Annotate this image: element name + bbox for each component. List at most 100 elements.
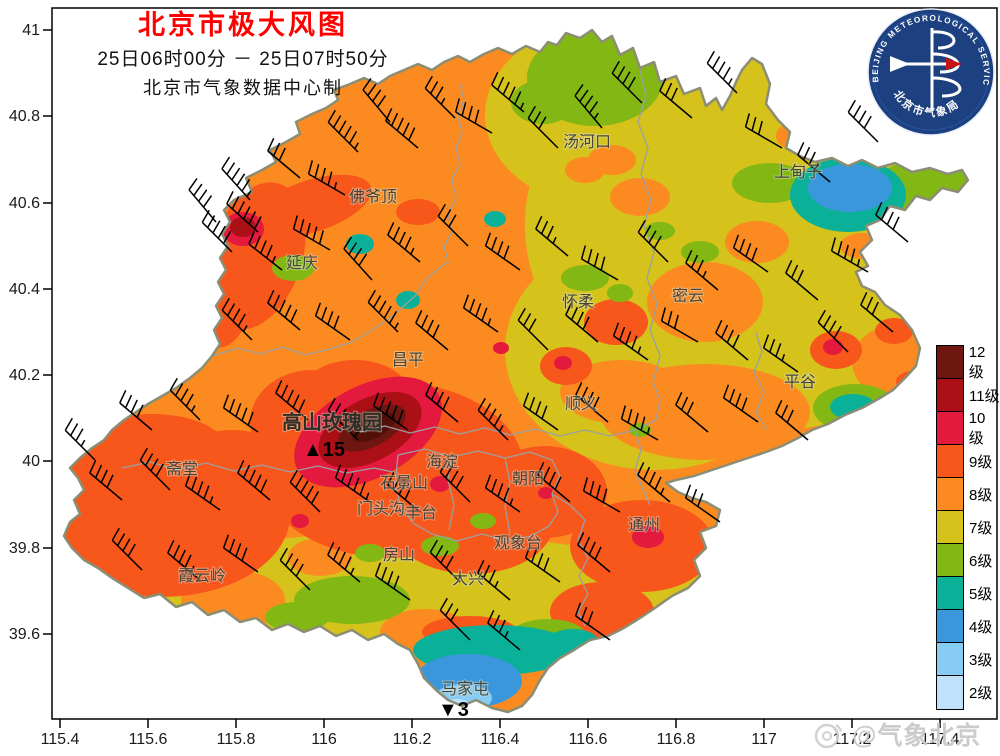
weibo-icon: [814, 723, 843, 749]
wind-barb: [292, 215, 331, 251]
wind-barb: [425, 381, 459, 423]
legend-swatch: [936, 509, 964, 545]
wind-barb: [487, 609, 521, 651]
wind-barb: [415, 309, 449, 351]
wind-barb: [188, 177, 217, 223]
watermark-text: @气象北京: [852, 722, 982, 750]
wind-barb: [612, 322, 649, 361]
legend-label: 8级: [969, 487, 993, 504]
wind-barb: [611, 60, 643, 104]
wind-barb: [660, 307, 699, 343]
wind-barb: [860, 291, 894, 333]
station-label: 密云: [672, 287, 704, 305]
wind-barb: [477, 559, 511, 601]
wind-field-fill: [64, 30, 968, 712]
wind-barb: [248, 231, 283, 271]
wind-barb: [314, 302, 351, 341]
wind-barb: [385, 107, 419, 149]
station-label: 丰台: [405, 504, 437, 522]
wind-barb: [327, 541, 361, 583]
x-tick-label: 115.4: [41, 731, 80, 748]
wind-barb: [477, 397, 509, 441]
wind-barb: [237, 459, 271, 501]
wind-barb: [221, 156, 252, 201]
wind-barb: [222, 394, 259, 433]
legend-swatch: [936, 344, 964, 380]
x-tick-label: 117.4: [921, 731, 960, 748]
station-label: 平谷: [784, 373, 816, 391]
wind-barb: [706, 50, 738, 94]
station-label: 朝阳: [512, 470, 544, 488]
wind-barb: [439, 597, 471, 641]
wind-barb: [64, 417, 96, 461]
wind-barb: [275, 379, 309, 421]
x-tick-label: 116.6: [569, 731, 608, 748]
wind-barb: [169, 377, 201, 421]
legend-swatch: [936, 608, 964, 644]
legend-item: 2级: [936, 674, 1000, 710]
wind-barb: [367, 289, 399, 333]
y-tick-label: 40.2: [9, 367, 40, 384]
wind-barb: [289, 469, 321, 513]
wind-barb: [582, 477, 621, 513]
wind-barb: [307, 160, 346, 196]
logo-windvane-icon: [890, 28, 962, 110]
wind-barb: [439, 459, 471, 503]
wind-barb: [167, 539, 201, 581]
wind-barb: [491, 71, 525, 113]
station-label: 观象台: [494, 534, 542, 552]
wind-barb: [575, 381, 609, 423]
legend-item: 11级: [936, 377, 1000, 413]
wind-barb: [517, 307, 549, 351]
wind-barb: [226, 191, 262, 233]
station-label: 海淀: [426, 453, 458, 471]
wind-barb: [797, 141, 831, 183]
wind-barb: [675, 391, 709, 433]
wind-barb: [574, 83, 603, 129]
wind-barb: [565, 301, 599, 343]
wind-barb: [775, 399, 809, 441]
station-label-major: 高山玫瑰园: [282, 410, 382, 434]
legend-label: 11级: [969, 388, 1000, 405]
legend-label: 5级: [969, 586, 993, 603]
legend-swatch: [936, 443, 964, 479]
wind-barb: [637, 219, 669, 263]
station-label: 上甸子: [774, 163, 822, 181]
legend-swatch: [936, 542, 964, 578]
wind-barb: [119, 389, 153, 431]
wind-barb: [111, 527, 143, 571]
wind-barb: [524, 544, 561, 583]
legend-label: 3级: [969, 652, 993, 669]
x-tick-label: 117: [751, 731, 777, 748]
agency-logo: BEIJING METEOROLOGICAL SERVICE 北京市气象局: [866, 6, 995, 136]
wind-barb: [744, 113, 783, 149]
station-label: 顺义: [565, 395, 597, 413]
wind-barb: [484, 474, 521, 513]
wind-barb: [387, 221, 421, 263]
wind-barb: [830, 237, 869, 273]
wind-barb: [574, 602, 611, 641]
station-label: 延庆: [286, 254, 318, 272]
wind-barb: [637, 461, 671, 503]
y-tick-label: 40.8: [9, 108, 40, 125]
wind-barb: [659, 77, 693, 119]
legend-item: 8级: [936, 476, 1000, 512]
y-tick-label: 41: [22, 22, 40, 39]
wind-barb: [685, 249, 719, 291]
wind-barb: [221, 297, 253, 341]
station-label: 马家屯: [441, 680, 489, 698]
legend-swatch: [936, 575, 964, 611]
wind-barb: [847, 99, 879, 143]
wind-barb: [437, 203, 469, 247]
y-tick-label: 40: [22, 453, 40, 470]
station-label: 佛爷顶: [349, 188, 397, 206]
wind-barb: [620, 405, 659, 441]
map-period: 25日06时00分 － 25日07时50分: [97, 49, 389, 70]
legend-item: 3级: [936, 641, 1000, 677]
x-tick-label: 115.8: [217, 731, 256, 748]
wind-barb: [522, 392, 559, 431]
wind-barb: [374, 562, 411, 601]
logo-red-arrow: [946, 58, 962, 70]
legend-label: 6级: [969, 553, 993, 570]
